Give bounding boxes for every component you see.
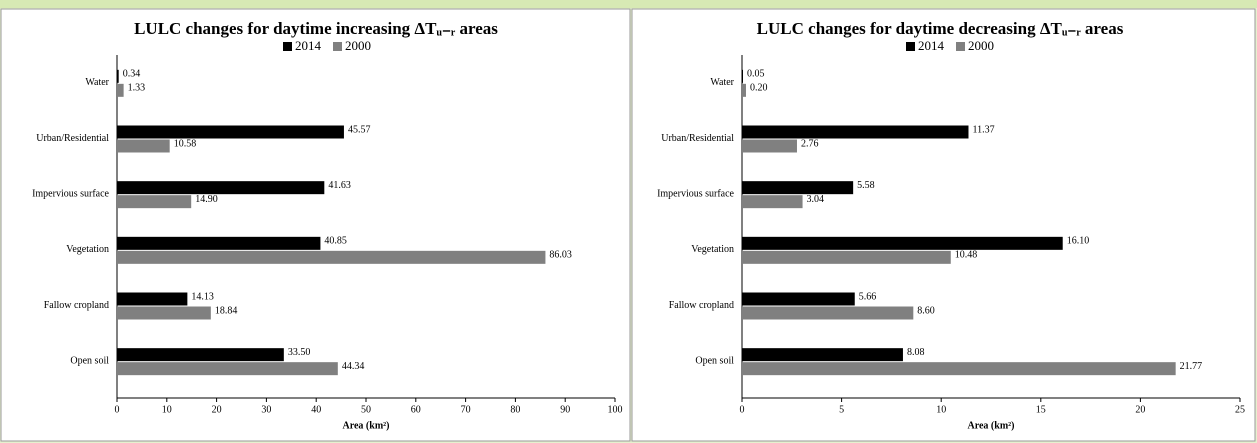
chart-title: LULC changes for daytime increasing ΔTᵤ₋… [134,19,498,38]
category-label: Open soil [70,355,109,366]
x-tick-label: 5 [839,404,844,415]
chart-title: LULC changes for daytime decreasing ΔTᵤ₋… [757,19,1124,38]
category-label: Urban/Residential [661,133,734,144]
value-label: 45.57 [348,124,371,135]
panel [631,8,1256,442]
x-tick-label: 40 [311,404,321,415]
value-label: 40.85 [324,236,347,247]
value-label: 0.05 [747,69,765,80]
legend-label: 2014 [295,38,322,53]
value-label: 44.34 [342,361,365,372]
value-label: 11.37 [972,124,994,135]
x-tick-label: 80 [510,404,520,415]
bar [742,195,803,209]
x-axis-label: Area (km²) [968,420,1015,431]
legend-swatch [956,42,965,51]
value-label: 8.08 [907,347,925,358]
category-label: Vegetation [66,244,109,255]
value-label: 1.33 [128,83,146,94]
legend-swatch [333,42,342,51]
bar [742,348,903,362]
bar [742,181,854,195]
value-label: 0.20 [750,83,768,94]
x-tick-label: 15 [1036,404,1046,415]
legend-swatch [283,42,292,51]
value-label: 10.58 [174,138,197,149]
x-tick-label: 20 [212,404,222,415]
category-label: Water [710,77,734,88]
x-tick-label: 0 [740,404,745,415]
x-tick-label: 20 [1135,404,1145,415]
category-label: Impervious surface [32,188,109,199]
bar [117,362,338,376]
category-label: Fallow cropland [44,300,109,311]
category-label: Fallow cropland [669,300,734,311]
bar [742,236,1063,250]
x-tick-label: 25 [1235,404,1245,415]
x-tick-label: 70 [461,404,471,415]
bar [742,139,797,153]
bar [117,83,124,97]
value-label: 21.77 [1180,361,1203,372]
legend-label: 2000 [345,38,371,53]
x-tick-label: 10 [162,404,172,415]
value-label: 14.13 [191,291,214,302]
legend-swatch [906,42,915,51]
panel [0,8,631,442]
bar [742,83,746,97]
value-label: 33.50 [288,347,311,358]
bar [117,306,211,320]
x-tick-label: 90 [560,404,570,415]
top-strip [0,0,1257,8]
bar [742,125,969,139]
legend-label: 2000 [968,38,994,53]
bar [117,195,192,209]
bar [117,250,546,264]
bar [742,69,743,83]
value-label: 18.84 [215,305,238,316]
category-label: Open soil [695,355,734,366]
x-axis-label: Area (km²) [343,420,390,431]
bar [117,69,119,83]
value-label: 8.60 [917,305,935,316]
bar [742,306,914,320]
x-tick-label: 30 [261,404,271,415]
bar [742,292,855,306]
x-tick-label: 100 [608,404,623,415]
category-label: Vegetation [691,244,734,255]
legend-label: 2014 [918,38,945,53]
x-tick-label: 0 [115,404,120,415]
category-label: Impervious surface [657,188,734,199]
bar [117,236,321,250]
x-tick-label: 50 [361,404,371,415]
bar [117,181,325,195]
bar [742,250,951,264]
value-label: 86.03 [549,250,572,261]
value-label: 0.34 [123,69,141,80]
value-label: 10.48 [955,250,978,261]
bar [117,348,284,362]
x-tick-label: 10 [936,404,946,415]
bar [117,139,170,153]
category-label: Water [85,77,109,88]
value-label: 5.66 [859,291,877,302]
value-label: 16.10 [1067,236,1090,247]
bar [117,292,188,306]
bar [117,125,344,139]
x-tick-label: 60 [411,404,421,415]
value-label: 2.76 [801,138,819,149]
category-label: Urban/Residential [36,133,109,144]
value-label: 41.63 [328,180,351,191]
value-label: 5.58 [857,180,875,191]
value-label: 14.90 [195,194,218,205]
bar [742,362,1176,376]
value-label: 3.04 [807,194,825,205]
